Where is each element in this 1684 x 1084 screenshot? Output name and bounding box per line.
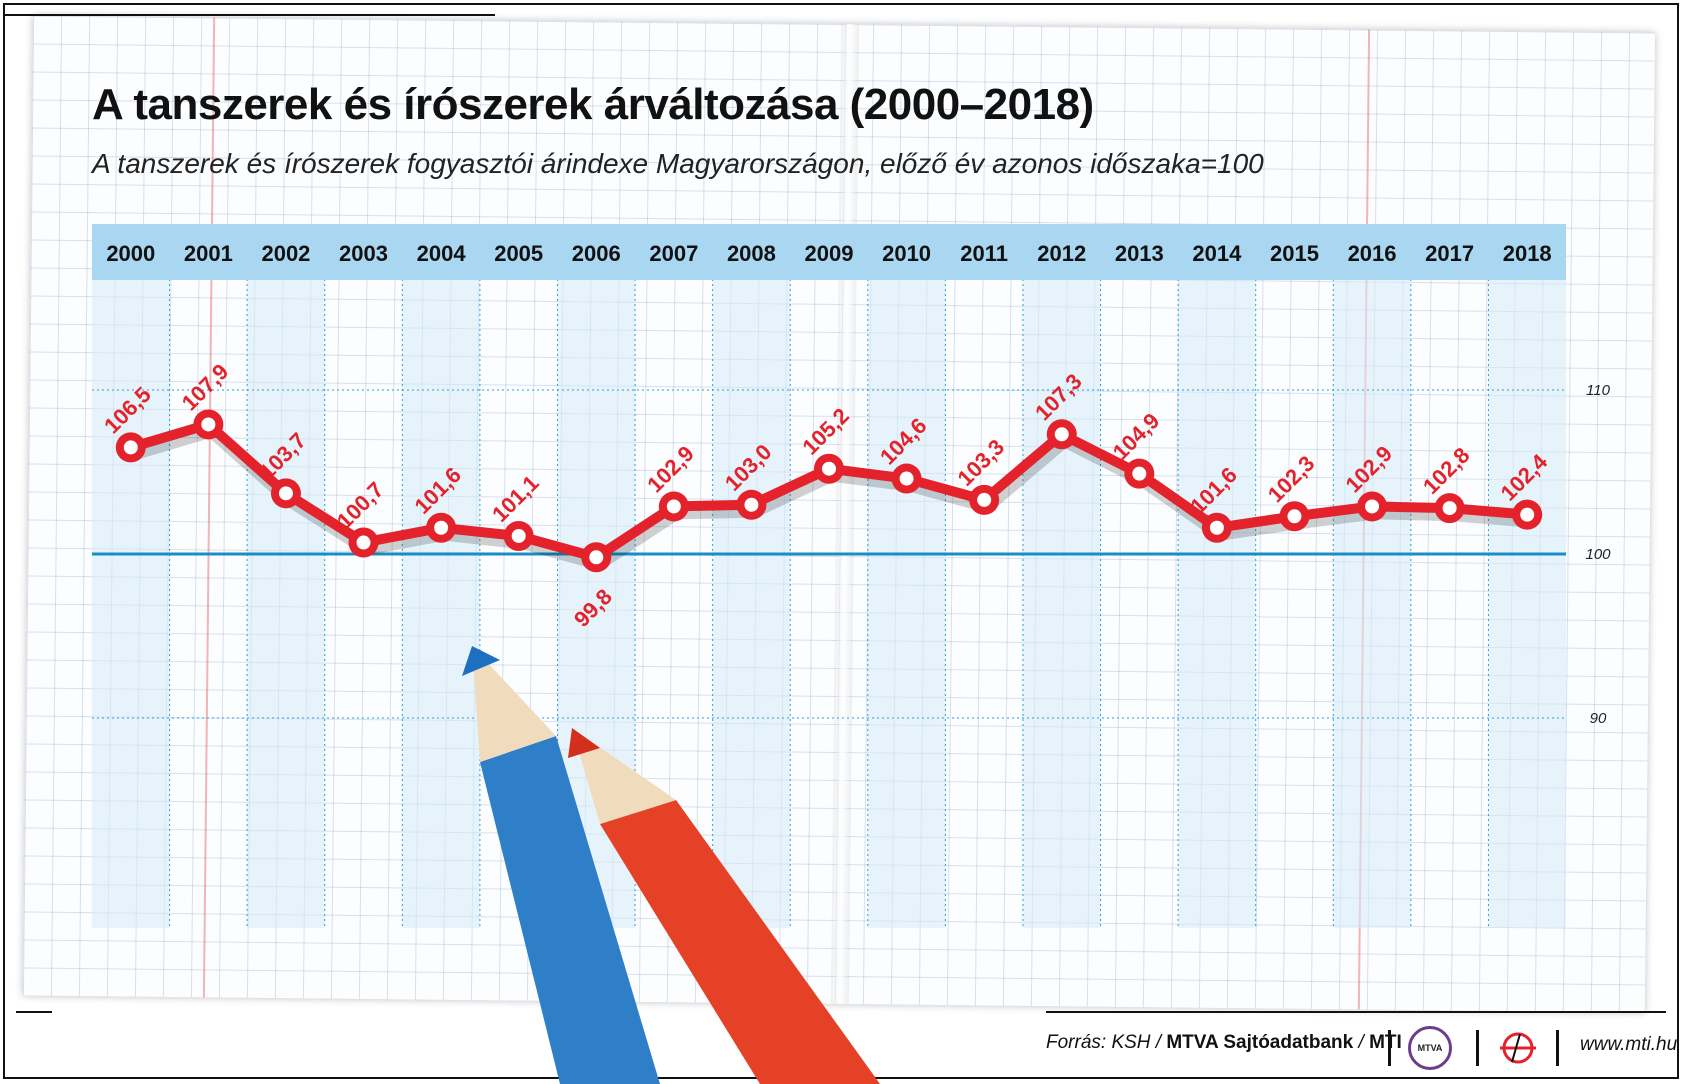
data-point-center [822, 461, 836, 476]
x-tick-label: 2003 [339, 241, 388, 266]
chart-subtitle: A tanszerek és írószerek fogyasztói árin… [92, 148, 1264, 179]
source-prefix: Forrás: KSH / [1046, 1032, 1167, 1053]
x-tick-label: 2012 [1037, 241, 1086, 266]
data-point-center [977, 492, 992, 507]
data-label: 107,9 [177, 359, 234, 416]
x-tick-label: 2017 [1425, 241, 1474, 266]
blue-pencil-body [480, 736, 660, 1084]
red-pencil-wood-tip [572, 728, 676, 824]
source-separator: / [1353, 1032, 1370, 1053]
column-stripe [867, 280, 946, 928]
data-point-center [278, 486, 293, 501]
x-tick-label: 2007 [649, 241, 698, 266]
x-tick-label: 2018 [1503, 241, 1552, 266]
decorative-top-rule [3, 14, 495, 16]
red-pencil-lead [568, 728, 600, 758]
column-stripe [92, 280, 170, 928]
column-stripe [402, 280, 480, 928]
x-tick-label: 2010 [882, 241, 931, 266]
website-url: www.mti.hu [1580, 1034, 1678, 1055]
mtva-logo: MTVA [1408, 1026, 1452, 1070]
source-bold-mti: MTI [1369, 1032, 1402, 1053]
source-credit: Forrás: KSH / MTVA Sajtóadatbank / MTI [1046, 1032, 1402, 1054]
data-label: 102,3 [1263, 451, 1320, 508]
red-pencil-body [600, 800, 880, 1084]
column-stripe [1333, 280, 1411, 928]
column-stripe [247, 280, 325, 928]
y-tick-label: 90 [1590, 710, 1607, 727]
column-stripe [712, 280, 791, 928]
data-point-center [434, 520, 449, 535]
blue-pencil-lead [462, 646, 500, 676]
source-bold-mtva: MTVA Sajtóadatbank [1166, 1032, 1354, 1053]
data-point-center [123, 440, 138, 455]
x-tick-label: 2008 [727, 241, 776, 266]
column-stripe [1488, 280, 1566, 928]
data-point-center [1209, 520, 1224, 535]
decorative-bottom-right-rule [1046, 1011, 1666, 1013]
x-tick-label: 2011 [960, 241, 1008, 266]
data-label: 104,9 [1108, 408, 1165, 465]
column-stripe [1022, 280, 1101, 928]
x-tick-label: 2002 [261, 241, 310, 266]
x-tick-label: 2006 [572, 241, 621, 266]
data-point-center [1054, 427, 1069, 442]
y-tick-label: 100 [1585, 546, 1611, 563]
data-point-center [1520, 507, 1535, 522]
mti-logo-icon [1500, 1032, 1536, 1064]
data-label: 101,1 [487, 470, 544, 527]
column-stripe [1178, 280, 1256, 928]
data-label: 102,8 [1418, 442, 1475, 499]
x-tick-label: 2015 [1270, 241, 1319, 266]
x-tick-label: 2014 [1192, 241, 1242, 266]
footer-separator [1556, 1030, 1559, 1066]
x-tick-label: 2009 [805, 241, 854, 266]
data-point-center [666, 499, 681, 514]
data-point-center [589, 550, 604, 565]
x-tick-label: 2004 [417, 241, 467, 266]
x-tick-label: 2005 [494, 241, 543, 266]
mtva-logo-text: MTVA [1417, 1043, 1443, 1053]
data-point-center [1132, 466, 1147, 481]
data-point-center [511, 528, 526, 543]
data-point-center [356, 535, 371, 550]
blue-pencil-wood-tip [472, 646, 556, 762]
x-tick-label: 2016 [1348, 241, 1397, 266]
series-line-shadow [131, 423, 1531, 571]
decorative-bottom-left-rule [16, 1011, 52, 1013]
data-label: 105,2 [797, 403, 854, 460]
data-point-center [201, 417, 216, 432]
x-tick-label: 2013 [1115, 241, 1164, 266]
x-tick-label: 2001 [184, 241, 233, 266]
x-tick-label: 2000 [106, 241, 155, 266]
data-point-center [1442, 501, 1457, 516]
data-label: 100,7 [332, 477, 389, 534]
footer-separator [1476, 1030, 1479, 1066]
pencils-illustration [462, 646, 880, 1084]
chart-title: A tanszerek és írószerek árváltozása (20… [92, 80, 1094, 129]
year-header-band [92, 224, 1566, 280]
data-point-center [1287, 509, 1302, 524]
data-point-center [1365, 499, 1380, 514]
footer-separator [1388, 1030, 1391, 1066]
y-tick-label: 110 [1586, 382, 1611, 399]
data-point-center [744, 497, 759, 512]
data-point-center [899, 471, 914, 486]
data-label: 102,9 [642, 441, 699, 498]
